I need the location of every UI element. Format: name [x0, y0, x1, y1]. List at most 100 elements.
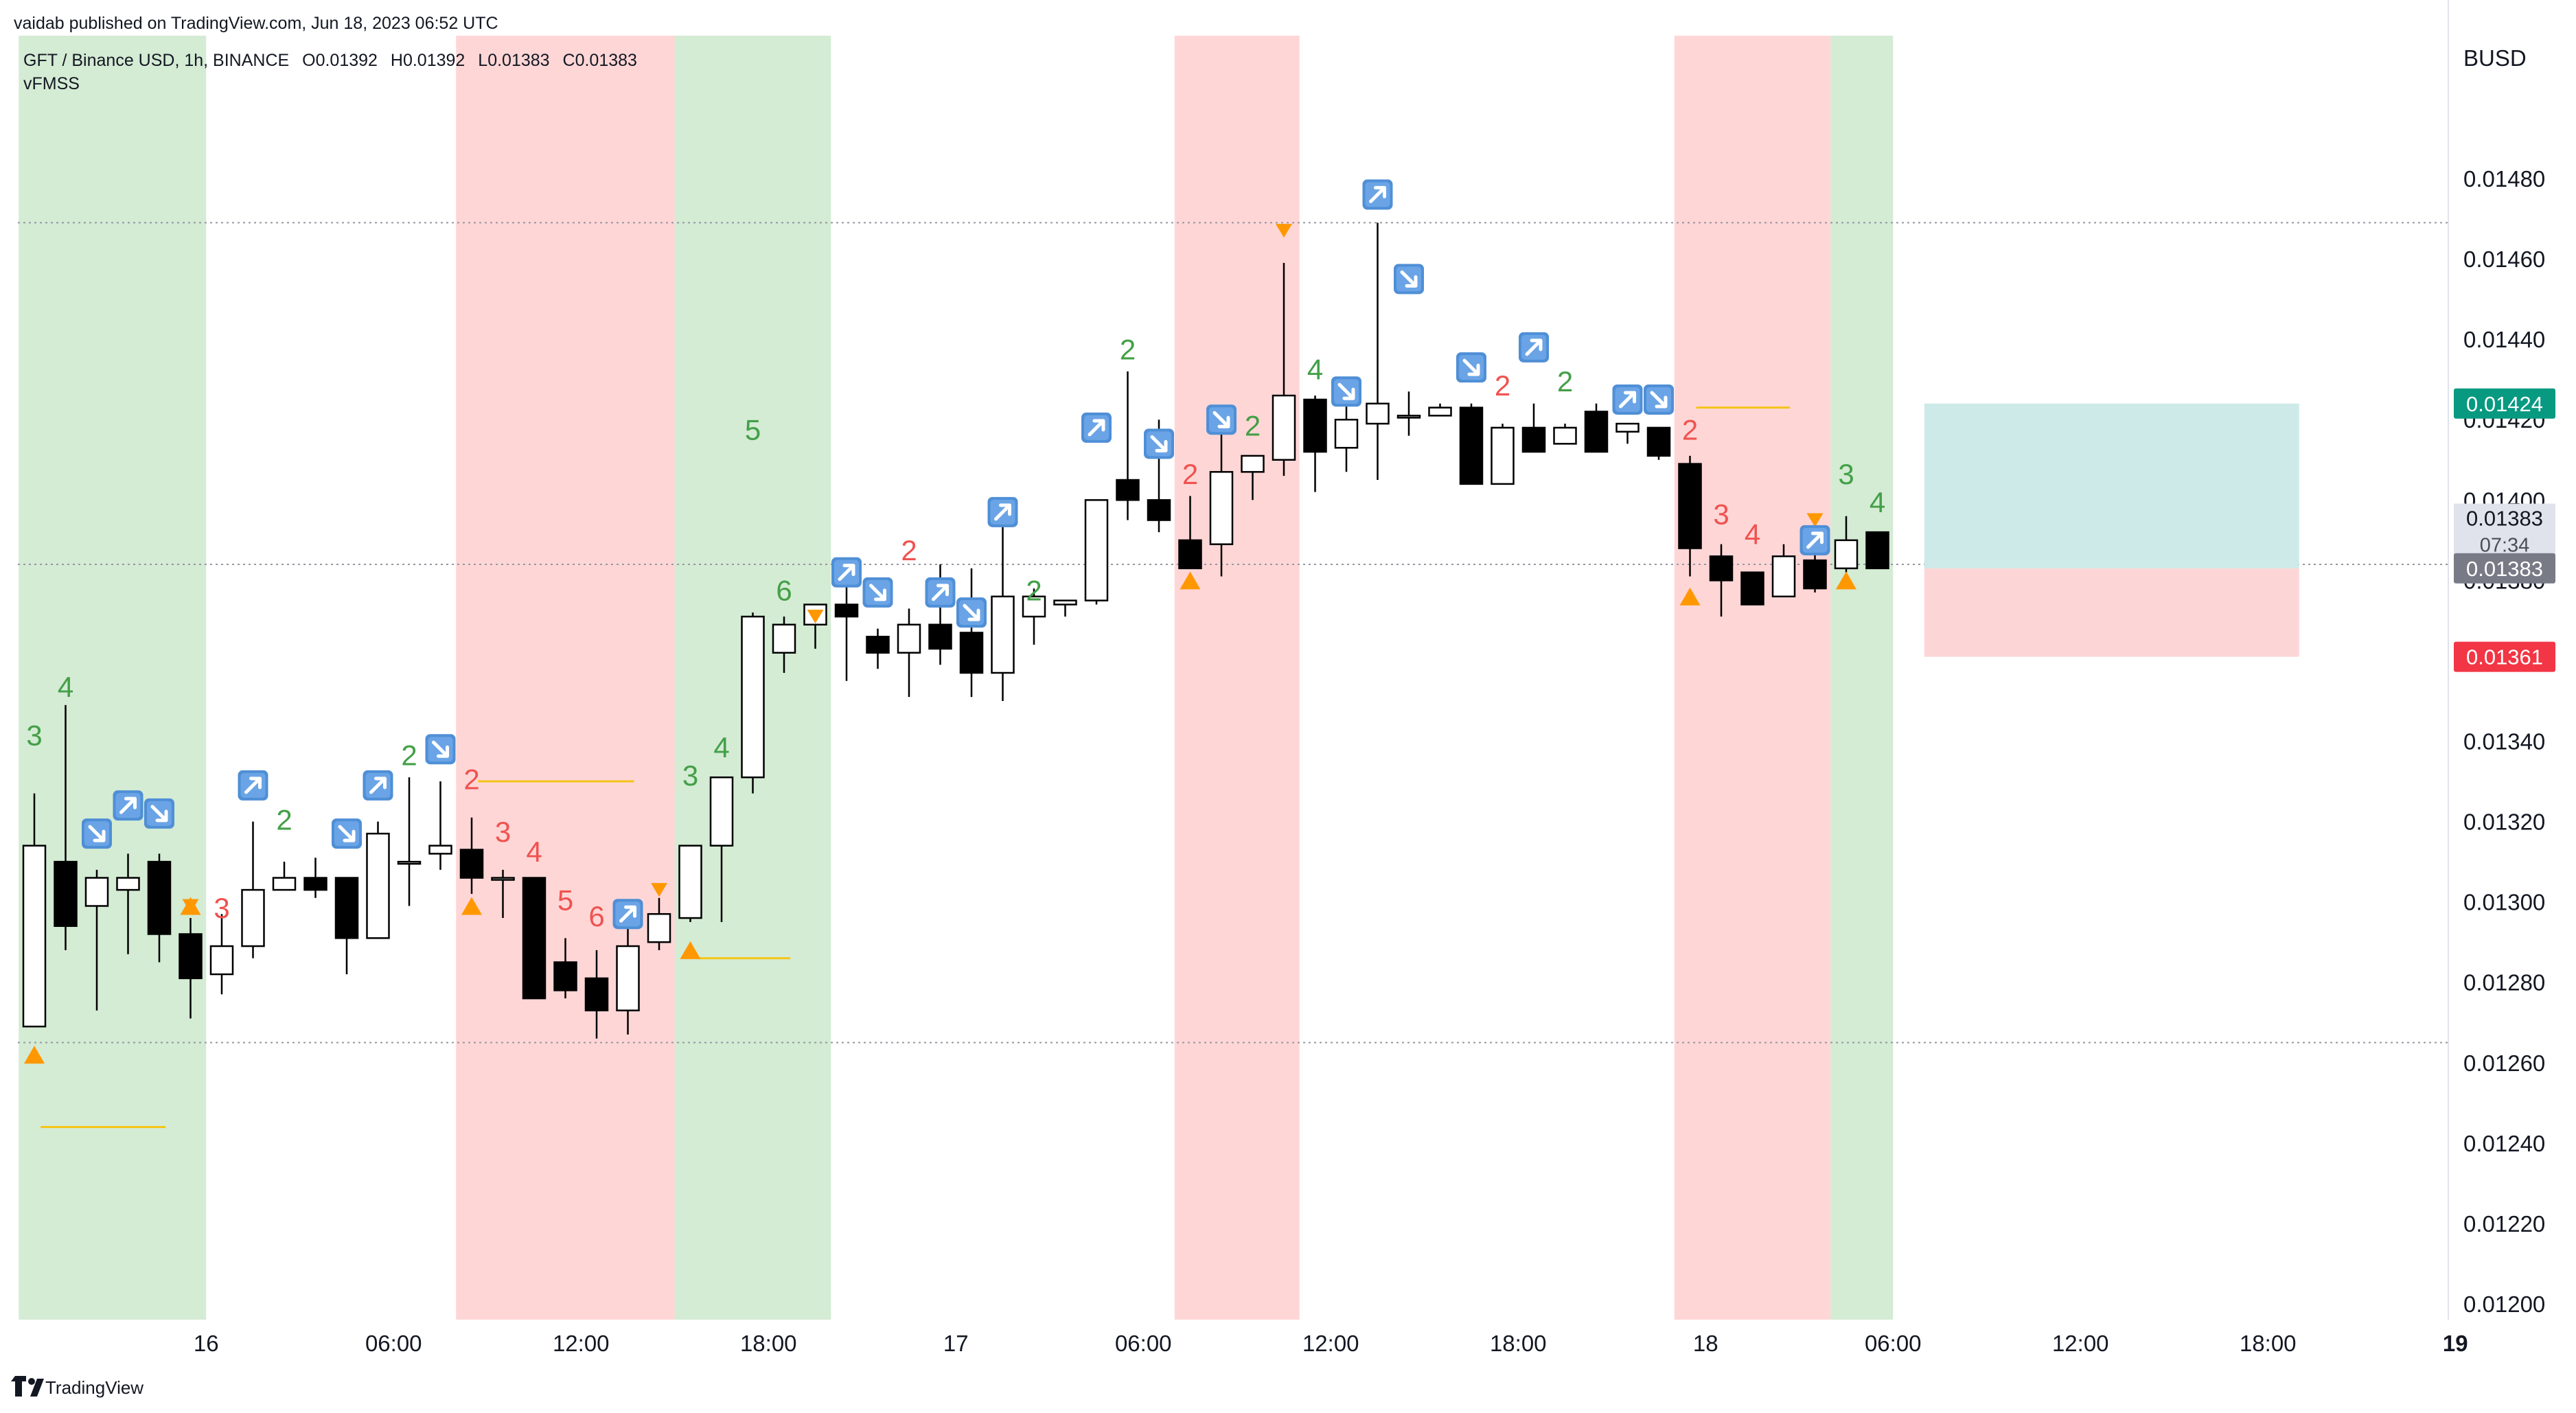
candle: [397, 777, 422, 906]
price-tick-label: 0.01220: [2463, 1211, 2545, 1237]
arrow-icon-glyph: [1150, 435, 1168, 452]
price-tag-value: 0.01361: [2466, 645, 2543, 669]
candle-body: [928, 623, 952, 650]
candle-body: [1521, 426, 1546, 453]
price-tag-bg: [2454, 641, 2555, 672]
candle-body: [428, 845, 452, 855]
count-label: 4: [1870, 486, 1885, 518]
price-tag: 0.01424: [2454, 388, 2555, 419]
arrow-icon-glyph: [869, 584, 886, 601]
candle: [616, 918, 640, 1035]
candle-body: [147, 860, 172, 935]
tradingview-logo-icon: [11, 1376, 44, 1397]
candle: [1803, 548, 1827, 593]
candle-body: [209, 945, 234, 976]
legend-close: C0.01383: [563, 51, 637, 70]
candle-body: [616, 945, 640, 1011]
candle: [928, 564, 952, 665]
arrow-down-right-icon: [956, 597, 987, 628]
arrow-down-right-icon: [1456, 352, 1486, 383]
count-label: 2: [1557, 365, 1573, 398]
count-label: 4: [1307, 354, 1323, 386]
candle-body: [241, 888, 265, 947]
candle: [491, 869, 515, 919]
candle-body: [1116, 479, 1140, 501]
count-label: 2: [401, 739, 417, 772]
arrow-icon-glyph: [369, 777, 387, 794]
candle: [428, 781, 452, 870]
candle-body: [1396, 415, 1421, 419]
price-tick-label: 0.01280: [2463, 970, 2545, 996]
candle-body: [272, 877, 297, 891]
price-tag-value: 0.01383: [2466, 557, 2543, 581]
candle: [834, 572, 859, 681]
count-label: 2: [901, 534, 917, 566]
price-tag-value: 0.01424: [2466, 392, 2543, 416]
triangle-marker: [680, 941, 701, 959]
candle: [522, 877, 547, 1000]
arrow-up-right-icon: [1612, 384, 1643, 415]
price-axis-unit: BUSD: [2463, 45, 2527, 71]
count-label: 3: [495, 816, 511, 848]
arrow-down-right-icon: [82, 818, 112, 849]
shaded-zone-green: [1830, 36, 1894, 1320]
candle: [209, 914, 234, 995]
candle: [1022, 588, 1046, 645]
footer-brand: TradingView: [45, 1377, 143, 1398]
time-axis[interactable]: 16 06:00 12:00 18:00 17 06:00 12:00 18:00 18 06:0…: [194, 1331, 2468, 1356]
candle: [116, 853, 140, 954]
arrow-up-right-icon: [363, 770, 393, 801]
price-tick-label: 0.01440: [2463, 327, 2545, 352]
candle: [1709, 544, 1734, 617]
count-label: 4: [713, 731, 729, 763]
arrow-up-right-icon: [1362, 179, 1393, 210]
candle-body: [991, 595, 1015, 674]
time-tick-label: 06:00: [365, 1331, 422, 1356]
price-tick-label: 0.01320: [2463, 809, 2545, 835]
candle-body: [1022, 595, 1046, 618]
candle: [1116, 371, 1140, 520]
count-label: 5: [557, 884, 573, 916]
candle-body: [772, 623, 796, 654]
candle: [1678, 455, 1702, 577]
candle: [241, 821, 265, 958]
arrow-icon-glyph: [119, 796, 137, 814]
small-marker: [182, 899, 199, 913]
candle: [1553, 424, 1577, 445]
arrow-up-right-icon: [1799, 525, 1830, 555]
legend-symbol: GFT / Binance USD, 1h, BINANCE O0.01392 …: [23, 51, 637, 70]
candle-body: [54, 860, 78, 928]
count-label: 4: [58, 671, 73, 703]
candle-body: [709, 776, 734, 847]
time-tick-label: 18:00: [740, 1331, 797, 1356]
arrow-up-right-icon: [831, 557, 862, 588]
candle-body: [897, 623, 921, 654]
position-box[interactable]: [1924, 403, 2299, 657]
count-label: 2: [1026, 575, 1042, 607]
candle: [647, 897, 671, 950]
candle-body: [1147, 499, 1171, 521]
arrow-down-right-icon: [1206, 404, 1237, 435]
dotted-price-lines: [18, 222, 2448, 1044]
price-tick-label: 0.01340: [2463, 729, 2545, 755]
count-label: 3: [26, 719, 42, 751]
candle-body: [1366, 402, 1390, 425]
time-tick-label: 18: [1693, 1331, 1718, 1356]
candle-body: [1272, 394, 1296, 461]
arrow-icon-glyph: [1462, 358, 1480, 376]
arrow-up-right-icon: [987, 496, 1018, 527]
candle-body: [834, 604, 859, 618]
candle-body: [1303, 398, 1327, 453]
candle-body: [459, 849, 484, 879]
price-axis[interactable]: 0.014800.014600.014400.014200.014000.013…: [2463, 166, 2545, 1317]
count-label: 2: [1245, 410, 1261, 442]
arrow-icon-glyph: [1806, 531, 1824, 549]
candle-body: [22, 845, 47, 1028]
published-caption: vaidab published on TradingView.com, Jun…: [14, 14, 498, 33]
candle-body: [553, 961, 577, 991]
time-tick-label: 12:00: [1302, 1331, 1359, 1356]
candle: [709, 776, 734, 922]
candle-body: [303, 877, 327, 891]
arrow-up-right-icon: [925, 577, 956, 608]
